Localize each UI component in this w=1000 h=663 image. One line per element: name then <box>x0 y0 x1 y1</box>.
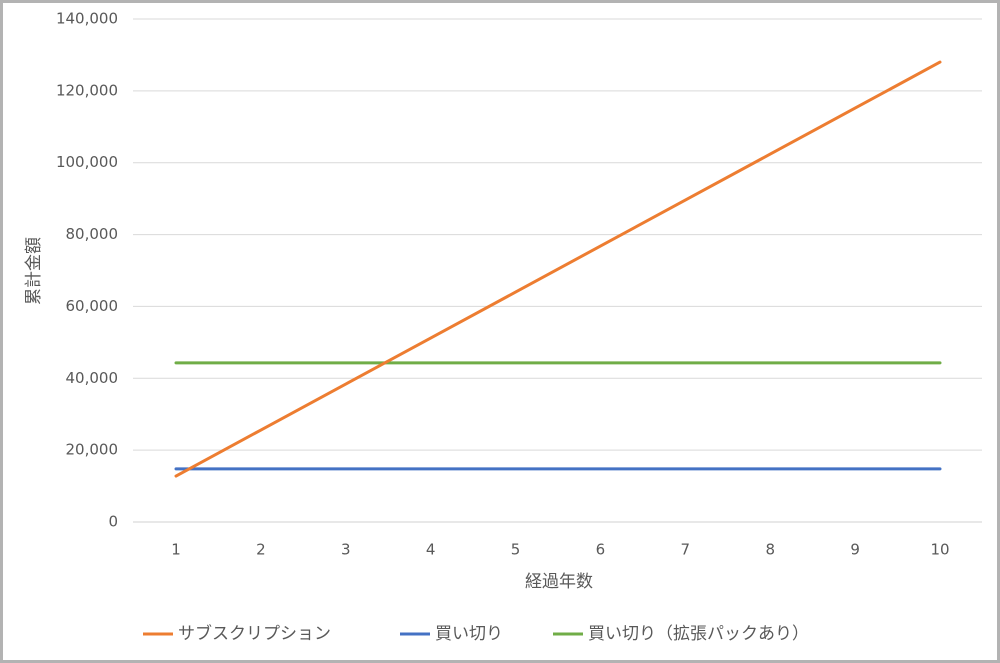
y-tick-label: 20,000 <box>66 441 119 459</box>
y-tick-label: 0 <box>108 513 118 531</box>
x-tick-label: 8 <box>765 541 775 559</box>
y-tick-label: 40,000 <box>66 369 119 387</box>
x-axis-ticks: 1 2 3 4 5 6 7 8 9 10 <box>171 541 949 559</box>
x-tick-label: 5 <box>511 541 521 559</box>
x-tick-label: 10 <box>930 541 949 559</box>
series-line <box>174 60 942 478</box>
x-axis-title: 経過年数 <box>525 572 593 592</box>
y-tick-label: 100,000 <box>56 153 118 171</box>
series-lines <box>174 60 942 478</box>
y-tick-label: 120,000 <box>56 81 118 99</box>
x-tick-label: 4 <box>426 541 436 559</box>
y-tick-label: 140,000 <box>56 10 118 28</box>
legend-label: 買い切り（拡張パックあり） <box>588 624 809 644</box>
y-tick-label: 80,000 <box>66 225 119 243</box>
legend-label: サブスクリプション <box>178 623 331 644</box>
legend-label: 買い切り <box>435 624 503 644</box>
x-tick-label: 2 <box>256 541 266 559</box>
y-axis-title: 累計金額 <box>24 237 44 305</box>
legend: サブスクリプション 買い切り 買い切り（拡張パックあり） <box>143 623 809 644</box>
x-tick-label: 1 <box>171 541 181 559</box>
x-tick-label: 6 <box>596 541 606 559</box>
y-tick-label: 60,000 <box>66 297 119 315</box>
x-tick-label: 7 <box>681 541 691 559</box>
y-axis-ticks: 0 20,000 40,000 60,000 80,000 100,000 120,000 1… <box>56 10 118 531</box>
x-tick-label: 3 <box>341 541 351 559</box>
gridlines <box>133 18 982 523</box>
x-tick-label: 9 <box>850 541 860 559</box>
